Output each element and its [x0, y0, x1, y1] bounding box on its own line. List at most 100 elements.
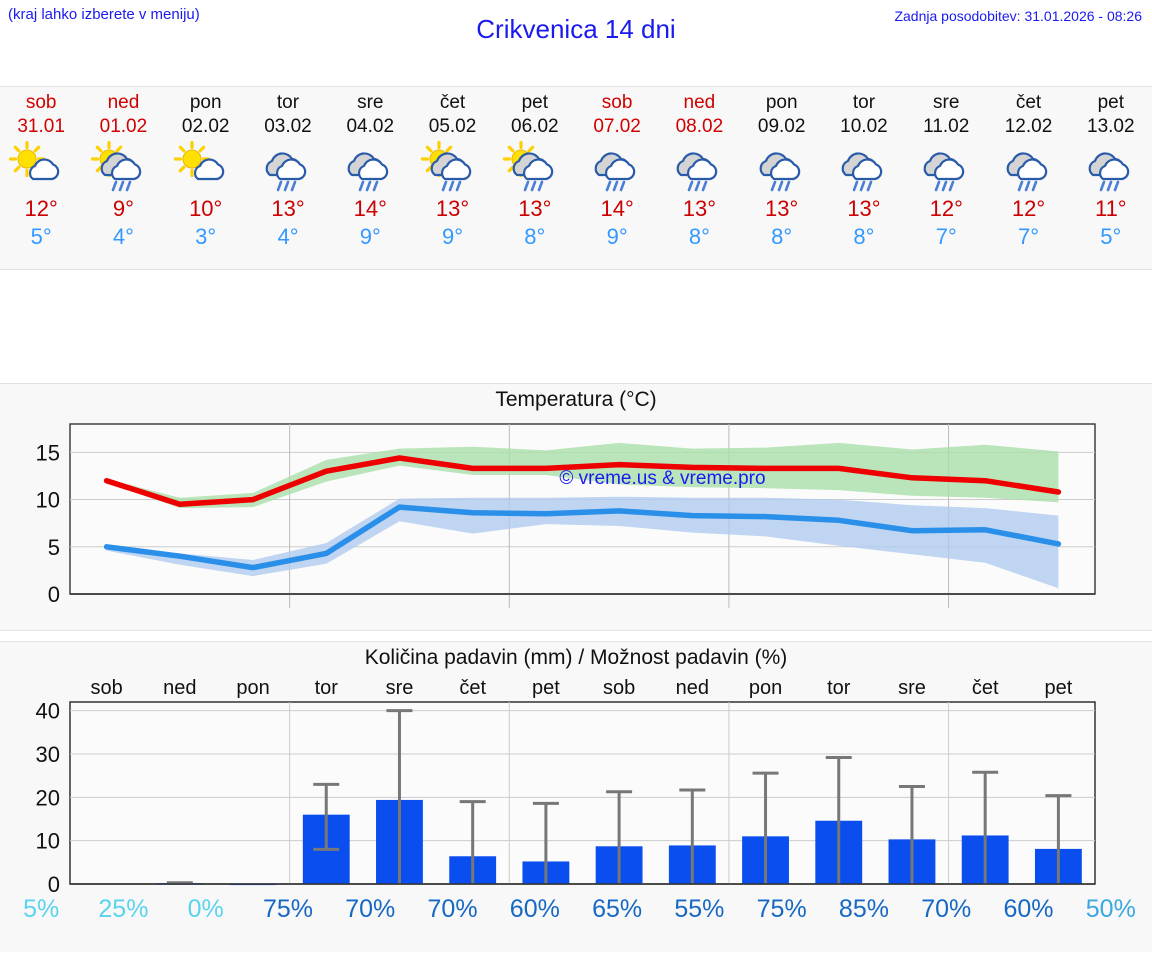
- cloud-rain-icon: [759, 152, 800, 192]
- max-temperature-label: 13°: [847, 196, 881, 221]
- weather-icon-wrapper: [1075, 141, 1147, 193]
- precipitation-chart-panel: Količina padavin (mm) / Možnost padavin …: [0, 641, 1152, 952]
- forecast-day-column[interactable]: pet 06.02 13° 8°: [494, 87, 576, 269]
- day-date-label: 03.02: [264, 116, 312, 137]
- cloud-rain-icon: [923, 152, 965, 192]
- day-date-label: 13.02: [1087, 116, 1135, 137]
- day-of-week-label: sre: [933, 92, 960, 113]
- y-axis-tick-label: 40: [36, 699, 60, 724]
- day-date-label: 05.02: [428, 116, 477, 137]
- precipitation-probability-label: 70%: [427, 895, 478, 923]
- max-temperature-label: 11°: [1094, 196, 1127, 221]
- precipitation-probability-label: 65%: [592, 895, 643, 923]
- temperature-chart-svg: 0 5 10 15 © vreme.us & vreme.pro: [36, 423, 1096, 608]
- day-date-label: 01.02: [99, 116, 148, 137]
- weather-icon-wrapper: [993, 141, 1065, 193]
- y-axis-tick-label: 5: [48, 535, 60, 560]
- day-of-week-label: sob: [601, 92, 633, 113]
- weather-icon-wrapper: [581, 141, 653, 193]
- daily-forecast-strip: sob 31.01 12° 5° ned 01.02 9° 4° pon 02.02 10° 3° to…: [0, 86, 1152, 270]
- day-of-week-label: pon: [189, 92, 222, 113]
- precipitation-probability-label: 5%: [23, 895, 60, 923]
- day-date-label: 06.02: [511, 116, 559, 137]
- precipitation-chart-svg: sob ned pon tor sre čet pet sob ned pon tor sre čet p…: [36, 677, 1096, 897]
- day-date-label: 10.02: [840, 116, 888, 137]
- day-of-week-label: ned: [683, 92, 716, 113]
- cloud-rain-icon: [594, 152, 636, 192]
- precipitation-probability-label: 0%: [187, 895, 224, 923]
- max-temperature-label: 12°: [1011, 196, 1046, 221]
- max-temperature-label: 13°: [765, 196, 799, 221]
- precipitation-day-label: čet: [972, 677, 999, 699]
- forecast-day-column[interactable]: tor 10.02 13° 8°: [823, 87, 905, 269]
- forecast-day-column[interactable]: pon 02.02 10° 3°: [165, 87, 247, 269]
- precipitation-day-label: sob: [603, 677, 635, 699]
- sun-cloud-icon: [9, 140, 60, 181]
- sun-cloud-rain-icon: [91, 140, 142, 192]
- precipitation-day-label: sre: [386, 677, 414, 699]
- cloud-rain-icon: [347, 152, 389, 192]
- precipitation-probability-label: 70%: [921, 895, 972, 923]
- min-temperature-label: 7°: [1017, 224, 1040, 249]
- forecast-day-column[interactable]: čet 12.02 12° 7°: [987, 87, 1069, 269]
- min-temperature-label: 5°: [30, 224, 52, 249]
- day-of-week-label: tor: [852, 92, 876, 113]
- max-temperature-label: 14°: [353, 196, 387, 221]
- forecast-day-column[interactable]: ned 08.02 13° 8°: [658, 87, 740, 269]
- min-temperature-label: 8°: [524, 224, 546, 249]
- weather-icon-wrapper: [417, 140, 489, 193]
- precipitation-probability-label: 50%: [1085, 895, 1136, 923]
- day-of-week-label: pet: [1097, 92, 1124, 113]
- precipitation-day-label: pon: [236, 677, 269, 699]
- top-bar: (kraj lahko izberete v meniju) Crikvenic…: [0, 0, 1152, 62]
- precipitation-day-label: pon: [749, 677, 782, 699]
- day-date-label: 11.02: [923, 116, 970, 137]
- day-date-label: 07.02: [593, 116, 641, 137]
- last-updated-text: Zadnja posodobitev: 31.01.2026 - 08:26: [894, 8, 1142, 24]
- y-axis-tick-label: 10: [36, 488, 60, 513]
- forecast-day-column[interactable]: pon 09.02 13° 8°: [741, 87, 823, 269]
- precipitation-probability-row: 5% 25% 0% 75% 70% 70% 60% 65% 55% 75% 85% 70% 60% 50%: [0, 895, 1152, 924]
- forecast-day-column[interactable]: sre 11.02 12° 7°: [905, 87, 987, 269]
- min-temperature-label: 8°: [688, 224, 710, 249]
- max-temperature-label: 14°: [600, 196, 634, 221]
- cloud-rain-icon: [1088, 152, 1130, 192]
- max-temperature-label: 12°: [929, 196, 963, 221]
- precipitation-probability-label: 85%: [838, 895, 889, 923]
- precipitation-day-label: pet: [532, 677, 560, 699]
- precipitation-day-label: ned: [163, 677, 196, 699]
- weather-icon-wrapper: [252, 141, 324, 193]
- day-date-label: 02.02: [181, 116, 230, 137]
- forecast-day-column[interactable]: sob 07.02 14° 9°: [576, 87, 658, 269]
- max-temperature-label: 13°: [271, 196, 305, 221]
- y-axis-tick-label: 0: [48, 872, 60, 897]
- temperature-chart-title: Temperatura (°C): [495, 388, 657, 411]
- precipitation-chart-title: Količina padavin (mm) / Možnost padavin …: [364, 646, 788, 669]
- max-temperature-label: 13°: [518, 196, 552, 221]
- precipitation-probability-label: 60%: [509, 895, 560, 923]
- weather-icon-wrapper: [170, 140, 242, 193]
- temperature-range-band: [106, 442, 1059, 509]
- day-of-week-label: čet: [1015, 92, 1042, 113]
- max-temperature-label: 10°: [189, 196, 223, 221]
- max-temperature-label: 12°: [24, 196, 58, 221]
- day-of-week-label: sob: [25, 92, 57, 113]
- precipitation-probability-label: 70%: [345, 895, 396, 923]
- y-axis-tick-label: 0: [48, 582, 60, 607]
- min-temperature-label: 8°: [771, 224, 793, 249]
- day-date-label: 04.02: [346, 116, 395, 137]
- forecast-day-column[interactable]: pet 13.02 11° 5°: [1070, 87, 1152, 269]
- forecast-day-column[interactable]: sre 04.02 14° 9°: [329, 87, 411, 269]
- forecast-day-column[interactable]: ned 01.02 9° 4°: [82, 87, 164, 269]
- weather-icon-wrapper: [746, 141, 818, 193]
- max-temperature-label: 13°: [682, 196, 717, 221]
- forecast-day-column[interactable]: čet 05.02 13° 9°: [411, 87, 493, 269]
- temperature-line: [103, 504, 1062, 571]
- watermark-text: © vreme.us & vreme.pro: [559, 468, 765, 489]
- y-axis-tick-label: 30: [36, 742, 60, 767]
- forecast-day-column[interactable]: sob 31.01 12° 5°: [0, 87, 82, 269]
- sun-cloud-rain-icon: [502, 140, 554, 192]
- forecast-day-column[interactable]: tor 03.02 13° 4°: [247, 87, 329, 269]
- weather-icon-wrapper: [828, 141, 900, 193]
- min-temperature-label: 9°: [606, 224, 628, 249]
